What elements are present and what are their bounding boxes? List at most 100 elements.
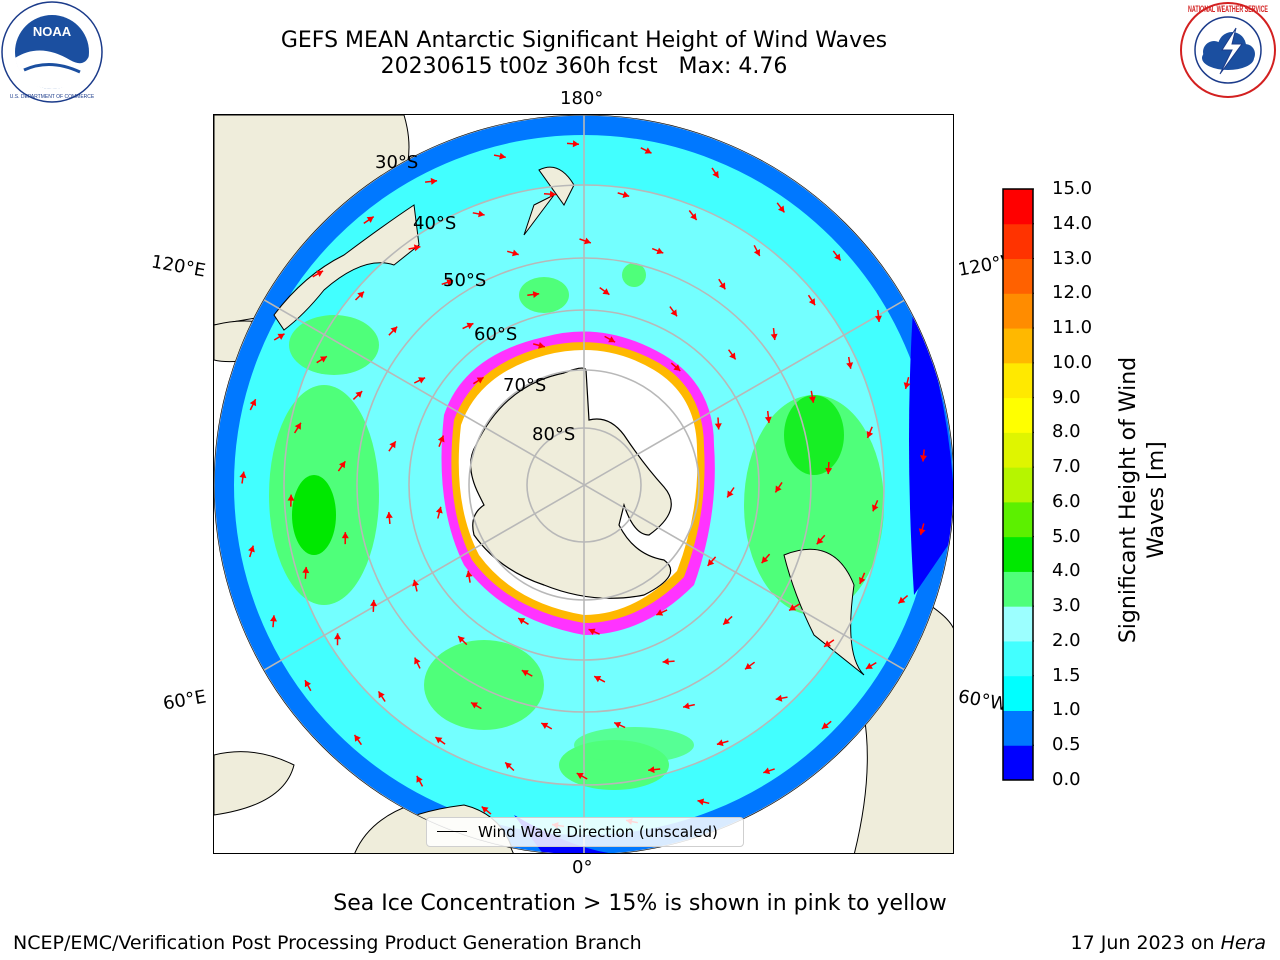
colorbar-band xyxy=(1003,258,1033,294)
wave-arrow-head xyxy=(478,210,485,218)
latitude-label: 40°S xyxy=(413,213,457,234)
wave-arrow-head xyxy=(834,253,841,261)
legend-label: Wind Wave Direction (unscaled) xyxy=(478,823,718,841)
wave-arrow-head xyxy=(572,140,579,148)
wave-arrow-head xyxy=(723,617,730,625)
noaa-wordmark: NOAA xyxy=(33,24,72,39)
wave-arrow-head xyxy=(304,680,311,688)
wave-arrow-head xyxy=(859,577,866,584)
wave-arrow-head xyxy=(775,485,782,493)
wave-arrow-head xyxy=(446,279,454,286)
wave-arrow-head xyxy=(670,309,677,317)
wave-arrow-head xyxy=(778,205,785,213)
wave-arrow-head xyxy=(729,352,736,360)
wave-arrow-head xyxy=(662,658,669,665)
wave-arrow-head xyxy=(808,298,816,306)
wave-arrow-head xyxy=(538,342,545,349)
wave-arrow-head xyxy=(622,191,630,198)
colorbar-band xyxy=(1003,293,1033,329)
wave-arrow-head xyxy=(821,722,829,729)
colorbar xyxy=(1002,188,1034,781)
colorbar-tick-label: 9.0 xyxy=(1052,386,1081,408)
footer-right: 17 Jun 2023 on Hera xyxy=(1071,932,1266,954)
colorbar-band xyxy=(1003,328,1033,364)
chart-title: GEFS MEAN Antarctic Significant Height o… xyxy=(280,28,888,53)
colorbar-title: Significant Height of Wind Waves [m] xyxy=(1116,356,1169,644)
wave-arrow-head xyxy=(277,333,285,340)
wave-arrow-head xyxy=(316,270,324,277)
colorbar-tick-label: 7.0 xyxy=(1052,456,1081,478)
wave-arrow-head xyxy=(385,512,393,519)
noaa-logo: NOAA U.S. DEPARTMENT OF COMMERCE xyxy=(1,1,103,103)
wave-arrow-head xyxy=(714,423,722,430)
latitude-label: 50°S xyxy=(443,270,487,291)
legend-line-swatch xyxy=(437,831,467,832)
colorbar-tick-label: 6.0 xyxy=(1052,490,1081,512)
wave-arrow-head xyxy=(389,441,396,449)
wave-arrow-head xyxy=(903,382,911,389)
wave-arrow-head xyxy=(270,615,277,622)
footer-left: NCEP/EMC/Verification Post Processing Pr… xyxy=(13,932,642,954)
wave-arrow-head xyxy=(719,282,726,290)
wave-arrow-head xyxy=(764,416,772,423)
wave-arrow-head xyxy=(248,545,255,553)
colorbar-band xyxy=(1003,432,1033,468)
footer-host: Hera xyxy=(1220,932,1266,954)
wave-arrow-head xyxy=(648,766,655,774)
nws-logo: NATIONAL WEATHER SERVICE xyxy=(1180,2,1276,98)
wave-arrow-head xyxy=(770,333,778,340)
wave-arrow-head xyxy=(872,504,879,512)
colorbar-tick-label: 5.0 xyxy=(1052,525,1081,547)
colorbar-bands xyxy=(1003,189,1033,781)
colorbar-tick-label: 4.0 xyxy=(1052,560,1081,582)
wave-arrow-head xyxy=(370,599,377,607)
wave-arrow-head xyxy=(512,249,519,257)
colorbar-band xyxy=(1003,606,1033,642)
wave-arrow-head xyxy=(435,506,443,514)
wave-arrow-head xyxy=(430,177,438,185)
latitude-label: 80°S xyxy=(532,424,576,445)
wave-arrow-head xyxy=(435,737,443,744)
wave-arrow-head xyxy=(518,618,526,625)
colorbar-band xyxy=(1003,397,1033,433)
wave-arrow-head xyxy=(287,494,295,501)
wave-arrow-head xyxy=(532,291,540,298)
wave-arrow-head xyxy=(249,399,257,407)
colorbar-tick-label: 3.0 xyxy=(1052,595,1081,617)
wave-arrow-head xyxy=(745,663,752,670)
wave-arrow-head xyxy=(576,773,584,780)
colorbar-tick-label: 1.5 xyxy=(1052,664,1081,686)
latitude-label: 70°S xyxy=(503,375,547,396)
wave-arrow-head xyxy=(541,722,549,729)
wave-arrow-head xyxy=(294,422,301,430)
wave-arrow-head xyxy=(355,391,363,398)
wave-arrow-head xyxy=(608,336,616,343)
wave-arrow-head xyxy=(521,670,529,677)
wave-arrow-head xyxy=(690,213,697,220)
colorbar-band xyxy=(1003,362,1033,399)
colorbar-tick-label: 0.0 xyxy=(1052,769,1081,790)
wave-arrow-head xyxy=(549,190,556,198)
wave-arrow-head xyxy=(302,566,310,574)
wave-arrow-head xyxy=(476,377,484,384)
colorbar-tick-label: 11.0 xyxy=(1052,317,1093,339)
wave-arrow-head xyxy=(594,676,602,683)
wave-arrow-head xyxy=(239,471,247,479)
meridian-label-180: 180° xyxy=(560,88,604,109)
wave-arrow-head xyxy=(920,455,927,462)
wave-arrow-head xyxy=(865,662,873,669)
noaa-ring-text: U.S. DEPARTMENT OF COMMERCE xyxy=(10,94,95,100)
wave-arrow-head xyxy=(602,288,610,295)
wave-arrow-head xyxy=(656,247,664,255)
wave-arrow-head xyxy=(763,767,771,775)
wave-arrow-head xyxy=(437,435,445,443)
wave-arrow-head xyxy=(808,396,816,403)
wave-arrow-head xyxy=(341,532,349,539)
wave-arrow-head xyxy=(656,609,664,616)
meridian-label-60e: 60°E xyxy=(161,686,208,715)
meridian-label-60w: 60°W xyxy=(956,686,1006,715)
wave-arrow-head xyxy=(458,636,465,643)
wave-arrow-head xyxy=(588,628,596,635)
polar-map xyxy=(214,115,953,853)
wave-arrow-head xyxy=(414,657,421,665)
